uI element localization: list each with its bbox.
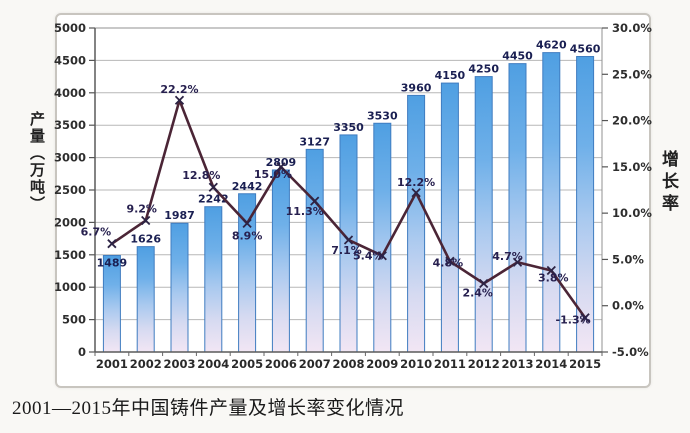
right-axis-title: 增长率 (658, 150, 678, 216)
growth-point-label: 9.2% (126, 203, 157, 216)
growth-marker (546, 265, 556, 276)
growth-point-label: 8.9% (232, 229, 263, 242)
right-tick-label: 5.0% (612, 252, 644, 266)
left-tick-label: 3000 (54, 151, 86, 165)
growth-marker (343, 235, 354, 245)
growth-marker (141, 215, 151, 226)
bar-value-label: 3530 (367, 109, 398, 122)
production-bar (542, 52, 561, 353)
growth-point-label: -1.3% (556, 314, 591, 327)
bar-value-label: 3350 (333, 121, 364, 134)
growth-point-label: 4.7% (492, 250, 523, 263)
production-bar (508, 63, 527, 353)
year-tick-label: 2006 (265, 357, 297, 371)
left-tick-label: 4000 (54, 86, 86, 100)
growth-point-label: 12.2% (397, 176, 435, 189)
chart-caption: 2001—2015年中国铸件产量及增长率变化情况 (12, 398, 405, 419)
year-tick-label: 2005 (231, 357, 263, 371)
growth-point-label: 11.3% (286, 205, 324, 218)
bar-value-label: 4450 (502, 50, 533, 63)
growth-point-label: 12.8% (182, 169, 220, 182)
right-tick-label: 20.0% (612, 114, 652, 128)
bar-value-label: 4250 (468, 63, 499, 76)
year-tick-label: 2009 (366, 357, 398, 371)
left-tick-label: 2500 (54, 183, 86, 197)
growth-point-label: 2.4% (462, 286, 493, 299)
year-tick-label: 2014 (535, 357, 567, 371)
bar-value-label: 1987 (164, 209, 195, 222)
growth-marker (276, 162, 286, 172)
growth-point-label: 3.8% (538, 272, 569, 285)
production-bar (204, 206, 223, 353)
right-tick-label: 15.0% (612, 160, 652, 174)
year-tick-label: 2003 (163, 357, 195, 371)
year-tick-label: 2004 (197, 357, 229, 371)
bar-value-label: 3960 (401, 81, 432, 94)
bar-value-label: 4150 (435, 69, 466, 82)
right-tick-label: 30.0% (612, 21, 652, 35)
growth-marker (512, 257, 523, 267)
production-bar (271, 169, 290, 353)
year-tick-label: 2001 (96, 357, 128, 371)
left-tick-label: 4500 (54, 53, 86, 67)
bar-value-label: 4560 (570, 43, 601, 56)
production-bar (373, 122, 392, 353)
production-bar (102, 255, 121, 353)
production-bar (170, 222, 189, 353)
bar-value-label: 3127 (299, 135, 330, 148)
year-tick-label: 2012 (468, 357, 500, 371)
growth-point-label: 5.4% (353, 250, 384, 263)
year-tick-label: 2002 (130, 357, 162, 371)
growth-marker (174, 95, 185, 105)
right-tick-label: 0.0% (612, 299, 644, 313)
right-tick-label: 10.0% (612, 206, 652, 220)
bar-value-label: 1489 (97, 257, 128, 270)
year-tick-label: 2010 (400, 357, 432, 371)
left-tick-label: 0 (78, 345, 86, 359)
growth-marker (208, 182, 218, 192)
right-tick-label: -5.0% (612, 345, 649, 359)
left-tick-label: 2000 (54, 215, 86, 229)
left-axis-title: 产量（万吨） (28, 111, 46, 213)
year-tick-label: 2015 (569, 357, 601, 371)
year-tick-label: 2008 (332, 357, 364, 371)
growth-marker (107, 239, 117, 249)
year-tick-label: 2011 (434, 357, 466, 371)
year-tick-label: 2007 (299, 357, 331, 371)
growth-marker (310, 196, 320, 206)
growth-marker (242, 218, 252, 228)
growth-marker (377, 251, 387, 261)
bar-value-label: 4620 (536, 39, 567, 52)
left-tick-label: 1000 (54, 280, 86, 294)
left-tick-label: 3500 (54, 118, 86, 132)
left-tick-label: 500 (62, 313, 86, 327)
growth-marker (580, 313, 590, 323)
growth-point-label: 4.8% (433, 256, 464, 269)
year-tick-label: 2013 (501, 357, 533, 371)
growth-marker (445, 256, 455, 266)
growth-marker (479, 278, 489, 289)
bar-value-label: 1626 (130, 233, 161, 246)
bar-value-label: 2442 (232, 180, 263, 193)
growth-point-label: 7.1% (331, 244, 362, 257)
production-bar (440, 82, 459, 353)
production-bar (474, 76, 493, 353)
growth-point-label: 22.2% (160, 83, 198, 96)
production-bar (136, 246, 155, 353)
left-tick-label: 5000 (54, 21, 86, 35)
growth-point-label: 15.0% (254, 168, 292, 181)
growth-point-label: 6.7% (81, 226, 112, 239)
production-bar (305, 148, 324, 353)
growth-marker (411, 188, 421, 198)
left-tick-label: 1500 (54, 248, 86, 262)
production-bar (407, 94, 426, 353)
bar-value-label: 2809 (266, 156, 297, 169)
right-tick-label: 25.0% (612, 67, 652, 81)
